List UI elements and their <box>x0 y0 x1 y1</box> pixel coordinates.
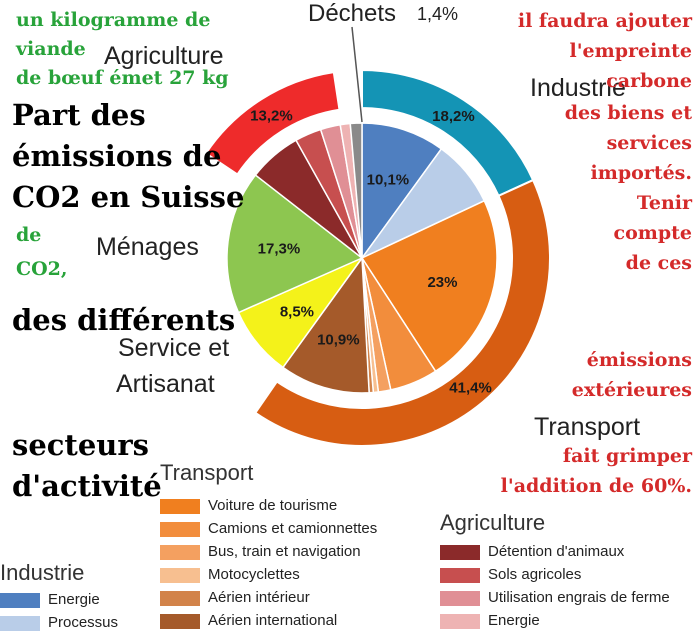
red-annotation-bottom: fait grimper l'addition de 60%. <box>500 445 692 497</box>
pie-slice-0-energie <box>361 122 443 261</box>
legend-label-sols-agricoles: Sols agricoles <box>488 566 582 583</box>
red-annotation-top: il faudra ajouter l'empreinte carbone <box>517 10 692 92</box>
title-line-differents: des différents <box>12 303 236 337</box>
sector-label-artisanat: Artisanat <box>116 370 215 398</box>
sector-label-transport: Transport <box>534 413 641 441</box>
legend-swatch-energie <box>0 593 40 608</box>
green-annotation-mid: de CO2, <box>16 224 68 280</box>
sector-label-agriculture: Agriculture <box>104 42 224 70</box>
sector-label-service: Service et <box>118 334 230 362</box>
legend-title-transport: Transport <box>160 460 254 485</box>
legend-title-industrie: Industrie <box>0 560 85 585</box>
legend-swatch-voiture-de-tourisme <box>160 499 200 514</box>
pie-label-9: 17,3% <box>258 241 301 258</box>
legend-label-voiture-de-tourisme: Voiture de tourisme <box>208 497 338 514</box>
legend-swatch-aerien-international <box>160 614 200 629</box>
pie-slice-2-voiture-de-tourisme <box>360 199 498 373</box>
outer-ring: 18,2% 41,4% 13,2% <box>204 68 551 447</box>
dechets-leader-line <box>351 26 363 123</box>
green-annotation-top: un kilogramme de viande de bœuf émet 27 … <box>16 9 229 89</box>
pie-slice-9-menages <box>226 174 364 314</box>
sector-label-menages: Ménages <box>96 233 199 261</box>
pie-label-8: 8,5% <box>280 304 314 321</box>
legend-label-aerien-international: Aérien international <box>208 612 338 629</box>
sector-value-dechets: 1,4% <box>417 4 459 24</box>
legend-label-bus-train-et-navigation: Bus, train et navigation <box>208 543 361 560</box>
inner-pie <box>226 122 498 394</box>
ring-segment-agriculture <box>204 70 341 176</box>
title-line-secteurs: secteurs d'activité <box>12 428 162 503</box>
sector-label-dechets: Déchets <box>308 0 397 27</box>
legend-swatch-sols-agricoles <box>440 568 480 583</box>
ring-segment-transport <box>253 178 551 447</box>
pie-label-2: 23% <box>427 274 457 291</box>
legend-swatch-camions-et-camionnettes <box>160 522 200 537</box>
legend-swatch-energie <box>440 614 480 629</box>
legend-label-processus: Processus <box>48 614 119 631</box>
red-annotation-right: des biens et services importés. Tenir co… <box>564 102 692 274</box>
legend-label-aerien-interieur: Aérien intérieur <box>208 589 310 606</box>
pie-labels: 10,1% 23% 10,9%8,5% 17,3% <box>258 171 458 348</box>
legend-label-detention-d-animaux: Détention d'animaux <box>488 543 625 560</box>
legend-label-camions-et-camionnettes: Camions et camionnettes <box>208 520 378 537</box>
legend-swatch-aerien-interieur <box>160 591 200 606</box>
ring-label-transport: 41,4% <box>449 380 492 397</box>
legend-title-agriculture: Agriculture <box>440 510 546 535</box>
ring-label-industrie: 18,2% <box>432 108 475 125</box>
legend-swatch-bus-train-et-navigation <box>160 545 200 560</box>
page-title: Part des émissions de CO2 en Suisse <box>12 98 245 214</box>
legend-swatch-utilisation-engrais-de-ferme <box>440 591 480 606</box>
pie-label-7: 10,9% <box>317 331 360 348</box>
red-annotation-lower: émissions extérieures <box>571 349 692 401</box>
legend-label-utilisation-engrais-de-ferme: Utilisation engrais de ferme <box>488 589 670 606</box>
legend-swatch-processus <box>0 616 40 631</box>
pie-slice-14-dechets <box>349 122 363 259</box>
legend-swatch-detention-d-animaux <box>440 545 480 560</box>
legend-label-motocyclettes: Motocyclettes <box>208 566 300 583</box>
pie-label-0: 10,1% <box>367 171 410 188</box>
ring-label-agriculture: 13,2% <box>250 107 293 124</box>
pie-slice-7-aerien-international <box>281 255 370 394</box>
legend-swatch-motocyclettes <box>160 568 200 583</box>
legend-label-energie: Energie <box>488 612 540 629</box>
sector-label-industrie: Industrie <box>530 74 626 102</box>
legend-label-energie: Energie <box>48 591 100 608</box>
